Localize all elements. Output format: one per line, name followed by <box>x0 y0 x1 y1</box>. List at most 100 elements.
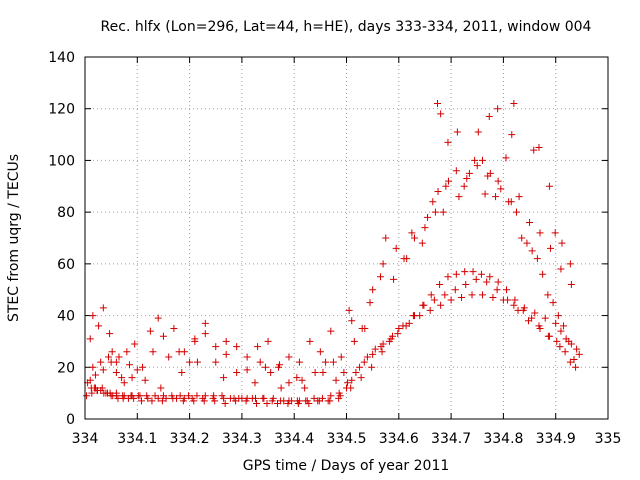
data-point <box>508 131 516 139</box>
data-point <box>251 394 259 402</box>
data-point <box>377 343 385 351</box>
plot-frame <box>84 56 609 420</box>
x-tick-labels: 334 334.1 334.2 334.3 334.4 334.5 334.6 334.7 33… <box>72 431 622 447</box>
data-point <box>332 376 340 384</box>
data-point <box>108 348 116 356</box>
data-point <box>88 389 96 397</box>
data-point <box>369 350 377 358</box>
x-tick-label: 334.1 <box>117 431 157 447</box>
data-point <box>570 356 578 364</box>
data-point <box>369 286 377 294</box>
data-point <box>210 392 218 400</box>
data-point <box>545 332 553 340</box>
data-point <box>504 296 512 304</box>
data-point <box>176 392 184 400</box>
data-point <box>424 213 432 221</box>
data-point <box>431 208 439 216</box>
data-point <box>451 286 459 294</box>
data-point <box>232 397 240 405</box>
data-point <box>128 374 136 382</box>
data-point <box>285 353 293 361</box>
data-point <box>222 337 230 345</box>
data-point <box>131 340 139 348</box>
data-point <box>159 392 167 400</box>
data-point <box>573 345 581 353</box>
data-point <box>557 327 565 335</box>
data-point <box>159 332 167 340</box>
data-point <box>327 392 335 400</box>
data-point <box>410 234 418 242</box>
data-point <box>267 368 275 376</box>
y-tick-label: 20 <box>57 360 75 376</box>
data-point <box>134 392 142 400</box>
data-point <box>572 363 580 371</box>
data-point <box>455 193 463 201</box>
data-point <box>394 330 402 338</box>
data-point <box>525 317 533 325</box>
data-point <box>442 182 450 190</box>
data-point <box>154 314 162 322</box>
data-point <box>439 208 447 216</box>
data-point <box>256 358 264 366</box>
data-point <box>561 348 569 356</box>
data-point <box>544 291 552 299</box>
x-axis-label: GPS time / Days of year 2011 <box>243 458 450 474</box>
data-point <box>251 379 259 387</box>
data-point <box>392 244 400 252</box>
data-point <box>494 177 502 185</box>
data-point <box>557 265 565 273</box>
data-point <box>511 296 519 304</box>
data-point <box>253 399 261 407</box>
data-point <box>533 255 541 263</box>
x-tick-label: 334.2 <box>170 431 210 447</box>
data-point <box>437 301 445 309</box>
data-point <box>357 374 365 382</box>
data-point <box>212 343 220 351</box>
data-point <box>112 368 120 376</box>
data-point <box>120 379 128 387</box>
data-point <box>535 322 543 330</box>
data-point <box>575 350 583 358</box>
data-point <box>421 224 429 232</box>
data-point <box>554 312 562 320</box>
data-point <box>549 299 557 307</box>
data-point <box>497 185 505 193</box>
data-point <box>344 379 352 387</box>
data-point <box>363 353 371 361</box>
data-point <box>565 337 573 345</box>
data-point <box>201 330 209 338</box>
data-point <box>452 167 460 175</box>
data-point <box>518 234 526 242</box>
data-point <box>453 128 461 136</box>
data-point <box>275 363 283 371</box>
data-point <box>545 182 553 190</box>
data-point <box>315 397 323 405</box>
data-point <box>311 368 319 376</box>
data-point <box>316 348 324 356</box>
data-point <box>494 105 502 113</box>
data-point <box>390 275 398 283</box>
data-point <box>481 190 489 198</box>
data-point <box>141 376 149 384</box>
data-point <box>376 273 384 281</box>
chart-title: Rec. hlfx (Lon=296, Lat=44, h=HE), days … <box>101 19 592 35</box>
data-point <box>483 278 491 286</box>
data-points <box>83 100 583 407</box>
data-point <box>418 239 426 247</box>
data-point <box>201 392 209 400</box>
data-point <box>263 399 271 407</box>
x-tick-label: 334.5 <box>326 431 366 447</box>
data-point <box>87 384 95 392</box>
data-point <box>546 244 554 252</box>
data-point <box>492 193 500 201</box>
data-point <box>298 376 306 384</box>
data-point <box>507 198 515 206</box>
data-point <box>352 368 360 376</box>
data-point <box>348 376 356 384</box>
data-point <box>118 374 126 382</box>
x-tick-label: 334.7 <box>431 431 471 447</box>
data-point <box>473 162 481 170</box>
data-point <box>461 268 469 276</box>
data-point <box>429 198 437 206</box>
data-point <box>382 234 390 242</box>
